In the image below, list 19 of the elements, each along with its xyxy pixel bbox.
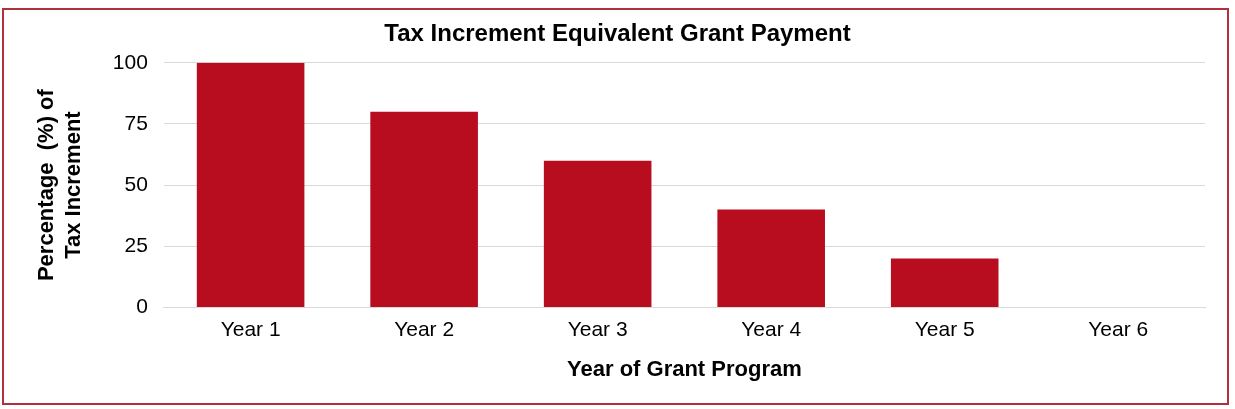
bar [543, 160, 652, 307]
y-tick-label: 100 [112, 49, 148, 73]
y-tick-label: 50 [124, 171, 148, 195]
bar [717, 209, 825, 307]
chart-title: Tax Increment Equivalent Grant Payment [384, 19, 851, 47]
bar [196, 62, 305, 307]
x-tick-label: Year 6 [1088, 316, 1149, 340]
x-axis-title: Year of Grant Program [567, 355, 802, 381]
x-tick-label: Year 3 [567, 316, 628, 340]
y-tick-label: 75 [124, 110, 148, 134]
x-tick-label: Year 2 [394, 316, 455, 340]
x-tick-label: Year 5 [914, 316, 975, 340]
bar [890, 258, 999, 307]
y-tick-label: 25 [124, 233, 148, 257]
x-tick-label: Year 1 [220, 316, 281, 340]
y-axis-title: Percentage (%) of Tax Increment [33, 88, 85, 282]
y-tick-label: 0 [136, 294, 148, 318]
bar [370, 111, 478, 307]
x-tick-label: Year 4 [741, 316, 802, 340]
